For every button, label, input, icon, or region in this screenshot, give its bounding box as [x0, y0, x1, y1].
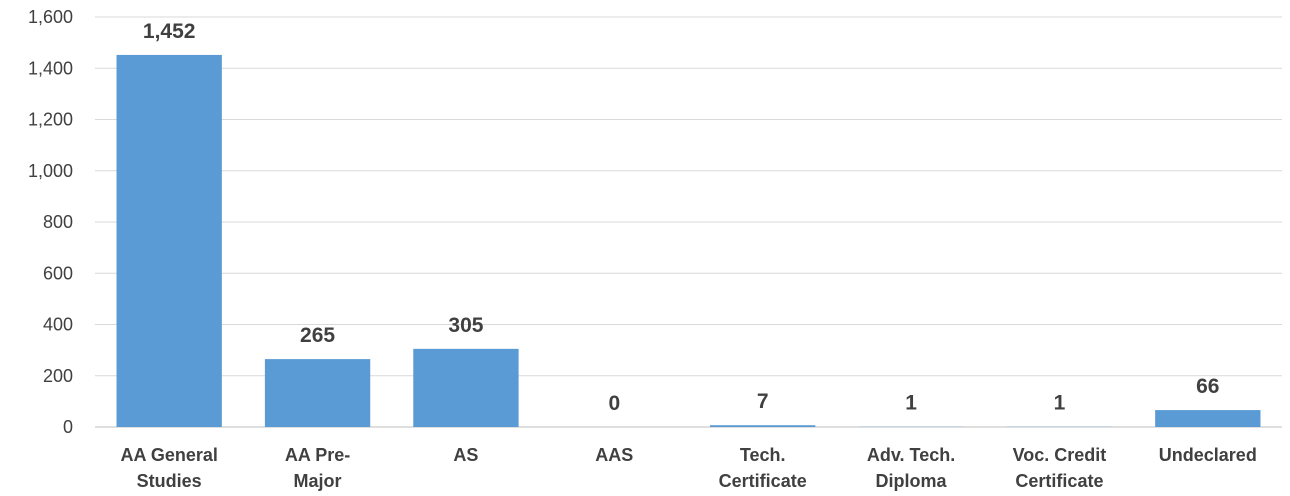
category-label: Diploma [876, 471, 948, 491]
category-label: Certificate [1015, 471, 1103, 491]
y-tick-label: 600 [43, 263, 73, 283]
y-tick-label: 1,600 [28, 7, 73, 27]
data-label: 0 [608, 392, 620, 415]
category-label: Adv. Tech. [867, 445, 955, 465]
category-label: AA Pre- [285, 445, 350, 465]
category-label: AS [453, 445, 478, 465]
y-tick-label: 1,200 [28, 110, 73, 130]
category-label: Undeclared [1159, 445, 1257, 465]
y-tick-label: 1,400 [28, 58, 73, 78]
category-label: Studies [137, 471, 202, 491]
data-label: 265 [300, 324, 335, 347]
y-axis-tick-labels: 0 200 400 600 800 1,000 1,200 1,400 1,600 [28, 7, 73, 437]
data-label: 7 [757, 390, 769, 413]
y-tick-label: 0 [63, 417, 73, 437]
data-label: 1 [905, 392, 917, 415]
data-label: 305 [448, 314, 483, 337]
x-axis-category-labels: AA General Studies AA Pre- Major AS AAS Tech. C… [121, 445, 1257, 491]
category-label: Major [294, 471, 342, 491]
category-label: AAS [595, 445, 633, 465]
category-label: Certificate [719, 471, 807, 491]
data-label: 66 [1196, 375, 1219, 398]
y-tick-label: 200 [43, 366, 73, 386]
data-label: 1,452 [143, 20, 196, 43]
y-tick-label: 1,000 [28, 161, 73, 181]
data-label: 1 [1054, 392, 1066, 415]
bar [710, 425, 816, 427]
bar [413, 348, 519, 427]
category-label: AA General [121, 445, 218, 465]
bars [116, 54, 1261, 428]
y-tick-label: 800 [43, 212, 73, 232]
data-labels: 1,452 265 305 0 7 1 1 66 [143, 20, 1220, 415]
y-tick-label: 400 [43, 315, 73, 335]
category-label: Tech. [740, 445, 786, 465]
bar [116, 54, 222, 428]
category-label: Voc. Credit [1013, 445, 1107, 465]
bar [1155, 410, 1261, 427]
bar [264, 359, 371, 427]
